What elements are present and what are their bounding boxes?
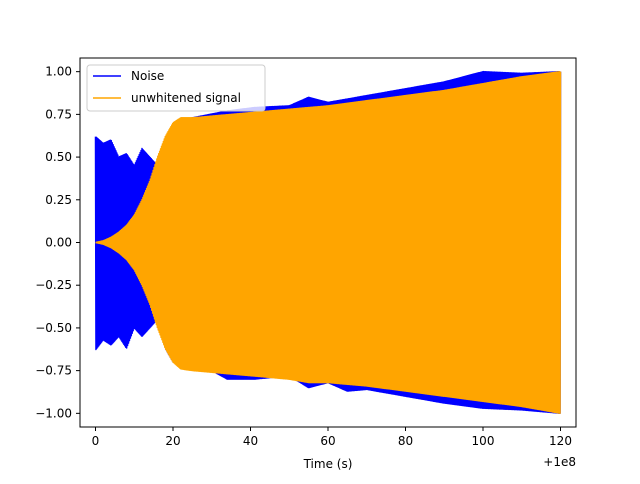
legend-label: unwhitened signal bbox=[131, 91, 241, 105]
x-axis-label: Time (s) bbox=[303, 457, 353, 471]
x-tick-label: 100 bbox=[472, 434, 495, 448]
y-tick-label: −0.25 bbox=[35, 278, 72, 292]
y-tick-label: −0.50 bbox=[35, 321, 72, 335]
y-tick-label: 1.00 bbox=[45, 65, 72, 79]
x-tick-label: 60 bbox=[320, 434, 335, 448]
y-tick-label: 0.50 bbox=[45, 150, 72, 164]
legend-box bbox=[86, 64, 266, 112]
x-tick-label: 40 bbox=[243, 434, 258, 448]
x-tick-label: 80 bbox=[398, 434, 413, 448]
legend-label: Noise bbox=[131, 69, 164, 83]
y-axis: −1.00 −0.75 −0.50 −0.25 0.00 0.25 0.50 0.75 1.00 bbox=[35, 65, 80, 420]
y-tick-label: 0.25 bbox=[45, 193, 72, 207]
legend: Noise unwhitened signal bbox=[86, 64, 266, 112]
y-tick-label: 0.75 bbox=[45, 107, 72, 121]
x-tick-label: 20 bbox=[165, 434, 180, 448]
series-line-unwhitened-signal bbox=[95, 71, 562, 414]
y-tick-label: −1.00 bbox=[35, 406, 72, 420]
x-axis: 0 20 40 60 80 100 120 bbox=[92, 427, 572, 448]
x-axis-offset-label: +1e8 bbox=[543, 455, 576, 469]
x-tick-label: 120 bbox=[549, 434, 572, 448]
y-tick-label: 0.00 bbox=[45, 236, 72, 250]
x-tick-label: 0 bbox=[92, 434, 100, 448]
plot-area bbox=[94, 70, 562, 415]
y-tick-label: −0.75 bbox=[35, 364, 72, 378]
